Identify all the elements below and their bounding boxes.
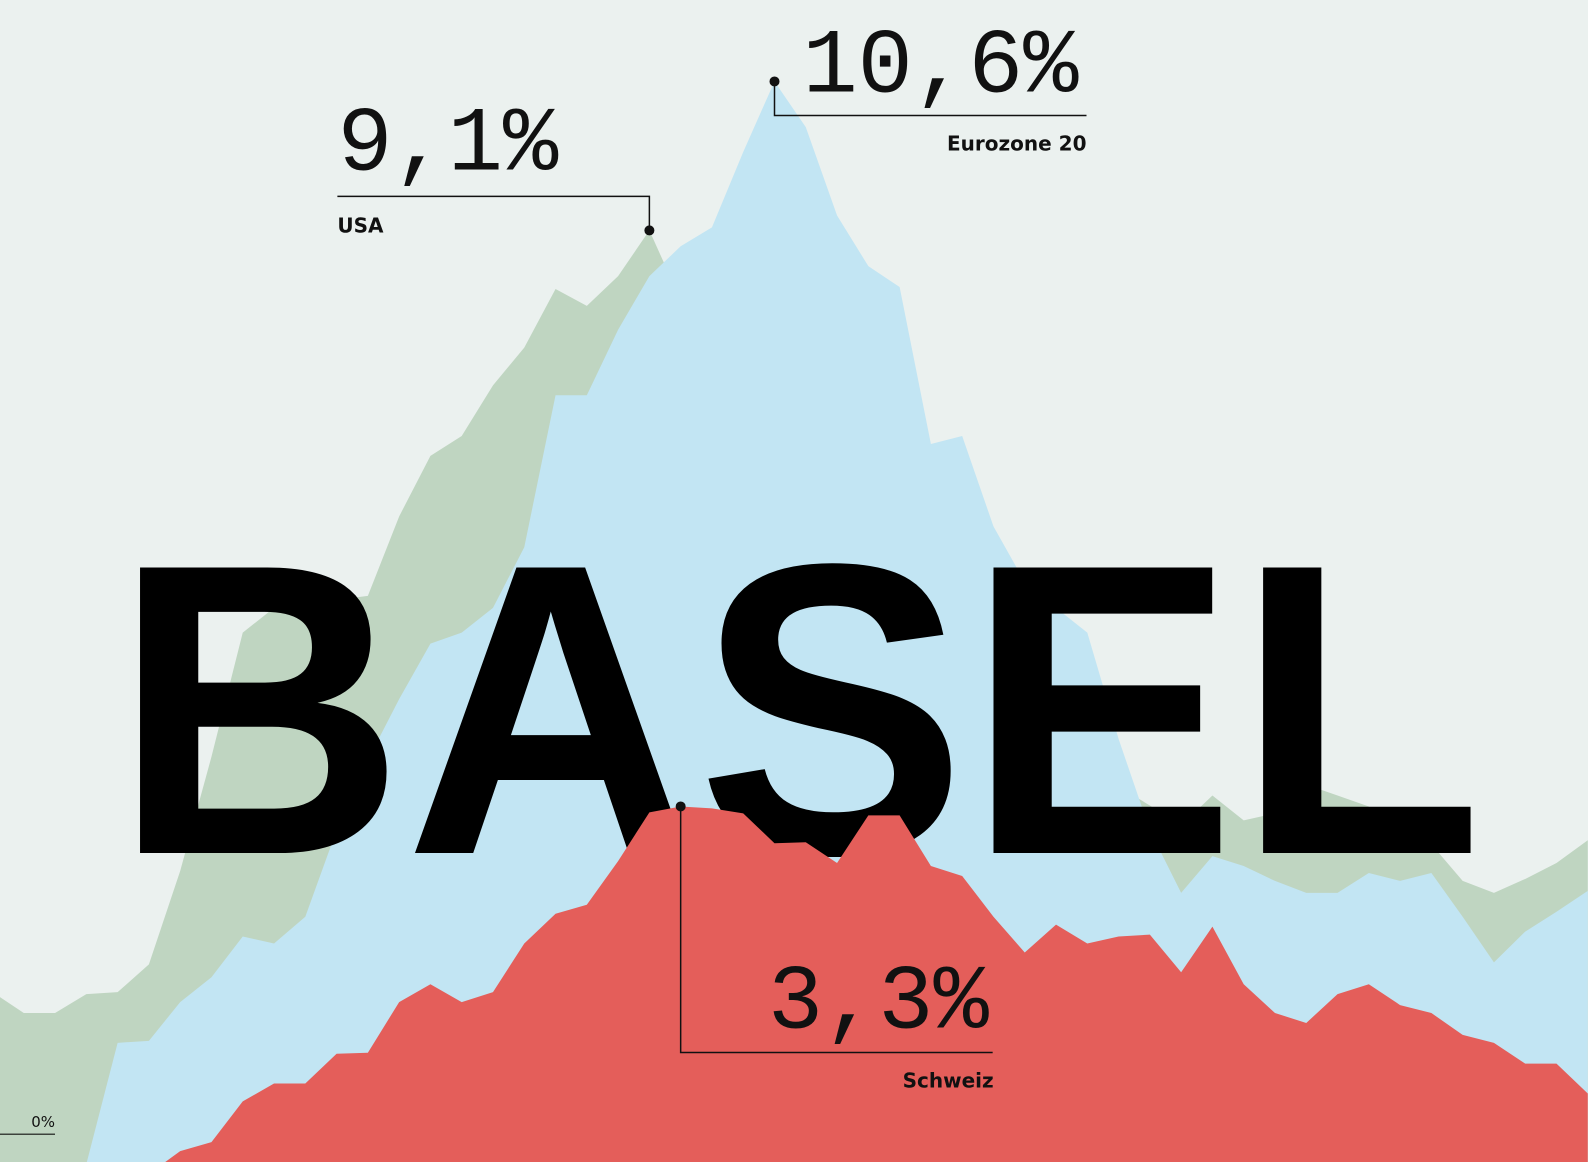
peak-dot: [769, 76, 780, 87]
series-name: USA: [337, 213, 384, 237]
area: [0, 81, 1588, 1162]
area: [0, 806, 1588, 1162]
y-tick-label: 0%: [31, 1113, 55, 1131]
leader-line: [773, 81, 1087, 117]
series-name: Schweiz: [903, 1068, 994, 1092]
series-name: Eurozone 20: [947, 131, 1086, 155]
areas-front: [0, 806, 1588, 1162]
areas: [0, 81, 1588, 1162]
leader-line: [337, 195, 651, 231]
peak-dot: [675, 801, 686, 812]
data-label: 9,1%: [337, 92, 559, 197]
data-label: 10,6%: [802, 14, 1079, 119]
data-label: 3,3%: [768, 950, 990, 1055]
peak-dot: [644, 225, 655, 236]
leader-line: [679, 806, 993, 1054]
